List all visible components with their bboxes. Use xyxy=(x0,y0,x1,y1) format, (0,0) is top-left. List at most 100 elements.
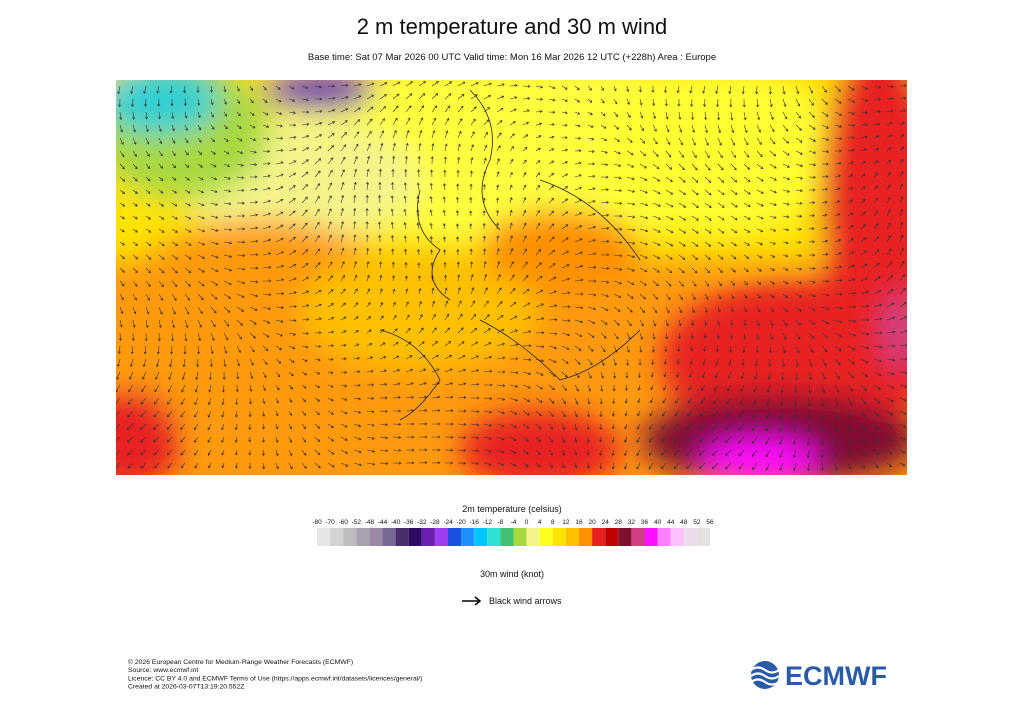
wind-arrow xyxy=(886,248,892,256)
wind-arrow xyxy=(587,345,594,352)
wind-arrow xyxy=(613,214,623,218)
colorbar-tick-label: -12 xyxy=(483,519,493,526)
wind-arrow xyxy=(275,278,285,282)
wind-arrow xyxy=(600,358,605,366)
wind-arrow xyxy=(574,124,581,128)
wind-arrow xyxy=(405,382,414,386)
wind-arrow xyxy=(730,163,737,171)
wind-arrow xyxy=(418,448,428,452)
wind-arrow xyxy=(887,344,896,348)
wind-arrow xyxy=(119,176,126,182)
wind-arrow xyxy=(171,280,178,288)
wind-arrow xyxy=(405,395,415,399)
wind-arrow xyxy=(847,187,853,191)
wind-arrow xyxy=(288,223,296,230)
wind-arrow xyxy=(496,342,506,347)
wind-arrow xyxy=(340,397,348,401)
wind-arrow xyxy=(847,291,856,295)
wind-arrow xyxy=(808,345,814,354)
wind-arrow xyxy=(223,202,232,206)
wind-arrow xyxy=(574,225,583,230)
wind-arrow xyxy=(847,449,852,458)
wind-arrow xyxy=(457,355,466,360)
wind-arrow xyxy=(677,98,681,107)
wind-arrow xyxy=(170,99,174,107)
wind-arrow xyxy=(180,449,186,456)
wind-arrow xyxy=(366,369,374,373)
wind-arrow xyxy=(886,97,894,101)
wind-arrow xyxy=(170,345,174,355)
wind-arrow xyxy=(314,410,320,416)
wind-arrow xyxy=(522,410,530,416)
wind-arrow xyxy=(548,223,555,230)
wind-arrow xyxy=(366,274,370,282)
color-swatch xyxy=(565,528,579,546)
wind-arrow xyxy=(728,358,732,366)
wind-arrow xyxy=(249,306,258,311)
wind-arrow xyxy=(117,345,121,355)
wind-arrow xyxy=(717,228,725,234)
wind-arrow xyxy=(327,303,335,308)
wind-arrow xyxy=(613,240,623,244)
wind-arrow xyxy=(327,84,336,88)
wind-arrow xyxy=(496,260,501,269)
wind-arrow xyxy=(756,254,763,259)
wind-arrow xyxy=(496,83,505,87)
wind-arrow xyxy=(353,194,357,204)
wind-arrow xyxy=(561,111,568,115)
wind-arrow xyxy=(314,289,322,295)
wind-arrow xyxy=(756,306,761,313)
wind-arrow xyxy=(613,163,622,167)
wind-arrow xyxy=(743,293,748,299)
wind-arrow xyxy=(444,422,454,426)
wind-arrow xyxy=(821,85,827,93)
wind-arrow xyxy=(574,278,584,282)
wind-arrow xyxy=(678,124,683,133)
wind-arrow xyxy=(496,171,500,178)
wind-arrow xyxy=(652,163,660,170)
wind-arrow xyxy=(158,267,165,274)
wind-arrow xyxy=(210,254,219,259)
wind-arrow xyxy=(405,301,409,308)
wind-arrow xyxy=(483,144,488,152)
wind-arrow xyxy=(665,306,670,314)
wind-arrow xyxy=(457,409,467,413)
wind-arrow xyxy=(223,306,231,313)
color-swatch xyxy=(369,528,383,546)
wind-arrow xyxy=(158,189,164,194)
wind-arrow xyxy=(600,371,604,379)
wind-arrow xyxy=(587,319,596,324)
wind-arrow xyxy=(366,449,376,453)
wind-arrow xyxy=(834,332,843,338)
wind-arrow xyxy=(442,209,446,217)
wind-arrow xyxy=(795,98,801,107)
wind-arrow xyxy=(756,137,762,145)
wind-arrow xyxy=(366,118,373,126)
wind-arrow xyxy=(249,175,258,179)
wind-arrow xyxy=(248,449,252,456)
wind-arrow xyxy=(834,137,843,141)
wind-arrow xyxy=(391,168,395,177)
wind-arrow xyxy=(301,184,309,191)
wind-arrow xyxy=(430,249,434,256)
wind-arrow xyxy=(236,111,241,117)
wind-arrow xyxy=(470,94,478,100)
wind-arrow xyxy=(353,107,361,113)
wind-arrow xyxy=(275,198,284,204)
wind-arrow xyxy=(756,163,764,170)
wind-arrow xyxy=(522,449,529,455)
wind-arrow xyxy=(197,241,206,246)
wind-arrow xyxy=(236,137,243,142)
wind-arrow xyxy=(873,172,879,178)
wind-arrow xyxy=(496,108,504,113)
wind-arrow xyxy=(262,279,272,283)
wind-arrow xyxy=(613,254,623,258)
wind-arrow xyxy=(197,332,201,342)
wind-arrow xyxy=(725,410,732,418)
wind-arrow xyxy=(782,293,789,299)
wind-arrow xyxy=(365,234,369,243)
wind-arrow xyxy=(301,358,308,362)
wind-arrow xyxy=(327,121,336,126)
wind-arrow xyxy=(626,228,636,232)
